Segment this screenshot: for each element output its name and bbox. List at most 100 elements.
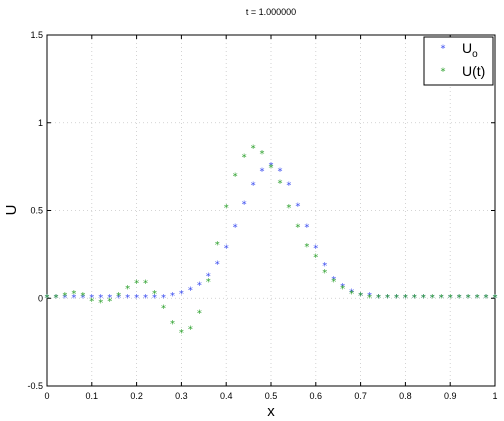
data-point: * xyxy=(295,201,300,212)
data-point: * xyxy=(349,287,354,298)
data-point: * xyxy=(385,293,390,304)
data-point: * xyxy=(215,259,220,270)
data-point: * xyxy=(71,289,76,300)
data-point: * xyxy=(385,293,390,304)
data-point: * xyxy=(340,284,345,295)
data-point: * xyxy=(80,291,85,302)
data-point: * xyxy=(493,293,498,304)
data-point: * xyxy=(269,161,274,172)
data-point: * xyxy=(170,291,175,302)
legend-label-uo: Uo xyxy=(462,40,478,60)
y-tick-label: -0.5 xyxy=(27,381,43,391)
series-ut: * * * * * * * * ** * ***** ******** ********** * * * * * *… xyxy=(45,144,498,339)
x-tick-label: 0.8 xyxy=(399,391,412,401)
data-point: * xyxy=(269,163,274,174)
data-point: * xyxy=(233,223,238,234)
data-point: * xyxy=(313,244,318,255)
data-point: * xyxy=(125,284,130,295)
data-point: * xyxy=(260,166,265,177)
data-point: * xyxy=(457,293,462,304)
data-point: * xyxy=(233,172,238,183)
data-point: * xyxy=(206,277,211,288)
data-point: * xyxy=(197,309,202,320)
data-point: * xyxy=(484,293,489,304)
data-point: * xyxy=(277,179,282,190)
data-point: * xyxy=(107,293,112,304)
data-point: * xyxy=(340,282,345,293)
data-point: * xyxy=(206,272,211,283)
legend-marker-uo: * xyxy=(441,44,446,55)
x-tick-label: 0.1 xyxy=(86,391,99,401)
data-point: * xyxy=(394,293,399,304)
data-point: * xyxy=(62,293,67,304)
data-point: * xyxy=(260,149,265,160)
data-point: * xyxy=(457,293,462,304)
data-point: * xyxy=(251,144,256,155)
data-point: * xyxy=(304,242,309,253)
data-point: * xyxy=(367,293,372,304)
legend-main-uo: U xyxy=(462,40,472,56)
y-tick-label: 1 xyxy=(38,118,43,128)
chart-title: t = 1.000000 xyxy=(246,7,296,17)
legend-subscript-uo: o xyxy=(472,49,478,60)
data-point: * xyxy=(484,293,489,304)
legend-main-ut: U xyxy=(462,63,472,79)
legend: * Uo * U(t) xyxy=(423,36,494,86)
data-point: * xyxy=(412,293,417,304)
data-point: * xyxy=(71,293,76,304)
data-point: * xyxy=(313,252,318,263)
data-point: * xyxy=(179,289,184,300)
data-point: * xyxy=(161,303,166,314)
data-point: * xyxy=(376,293,381,304)
data-point: * xyxy=(466,293,471,304)
data-point: * xyxy=(89,296,94,307)
data-point: * xyxy=(143,279,148,290)
data-point: * xyxy=(331,277,336,288)
data-point: * xyxy=(466,293,471,304)
data-point: * xyxy=(80,293,85,304)
data-point: * xyxy=(53,293,58,304)
data-point: * xyxy=(493,293,498,304)
x-tick-label: 0.4 xyxy=(220,391,233,401)
data-point: * xyxy=(367,291,372,302)
data-series: * * * * * * * * * * * * * * * * * ******** * ******** * * * * * *… xyxy=(45,144,498,339)
x-tick-label: 0.3 xyxy=(175,391,188,401)
data-point: * xyxy=(98,293,103,304)
data-point: * xyxy=(188,324,193,335)
data-point: * xyxy=(45,293,50,304)
grid xyxy=(47,35,495,386)
data-point: * xyxy=(304,223,309,234)
data-point: * xyxy=(116,293,121,304)
y-tick-label: 0.5 xyxy=(30,206,43,216)
data-point: * xyxy=(349,289,354,300)
series-uo: * * * * * * * * * * * * * * * * * ******** * ******** * * * * * *… xyxy=(45,161,498,304)
data-point: * xyxy=(376,293,381,304)
data-point: * xyxy=(152,293,157,304)
x-tick-label: 0 xyxy=(44,391,49,401)
data-point: * xyxy=(403,293,408,304)
data-point: * xyxy=(152,289,157,300)
data-point: * xyxy=(394,293,399,304)
x-tick-label: 0.7 xyxy=(354,391,367,401)
data-point: * xyxy=(475,293,480,304)
data-point: * xyxy=(286,180,291,191)
data-point: * xyxy=(403,293,408,304)
legend-marker-ut: * xyxy=(441,67,446,78)
data-point: * xyxy=(197,280,202,291)
data-point: * xyxy=(188,286,193,297)
legend-box xyxy=(423,36,494,86)
data-point: * xyxy=(421,293,426,304)
data-point: * xyxy=(412,293,417,304)
axis-ticks: 0 0.1 0.2 0.3 0.4 0.5 0.6 0.7 0.8 0.9 1-0.500.511.… xyxy=(27,30,497,401)
data-point: * xyxy=(448,293,453,304)
x-tick-label: 1 xyxy=(492,391,497,401)
data-point: * xyxy=(322,268,327,279)
data-point: * xyxy=(286,203,291,214)
data-point: * xyxy=(170,319,175,330)
data-point: * xyxy=(224,244,229,255)
x-tick-label: 0.9 xyxy=(444,391,457,401)
data-point: * xyxy=(107,296,112,307)
data-point: * xyxy=(277,166,282,177)
data-point: * xyxy=(98,298,103,309)
